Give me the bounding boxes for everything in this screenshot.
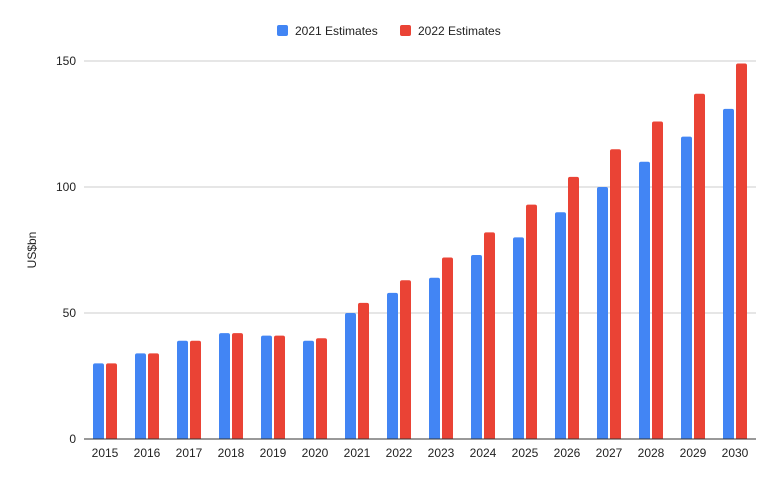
bar-series2-2017 (190, 340, 201, 439)
bars (93, 63, 747, 440)
x-tick-label: 2030 (722, 446, 749, 460)
x-tick-label: 2021 (344, 446, 371, 460)
bar-series2-2018 (232, 333, 243, 439)
bar-series1-2027 (597, 187, 608, 439)
bar-series2-2019 (274, 335, 285, 439)
bar-series1-2029 (681, 136, 692, 439)
x-tick-label: 2020 (302, 446, 329, 460)
y-tick-label: 50 (63, 306, 77, 320)
bar-series2-2028 (652, 121, 663, 439)
bar-series1-2015 (93, 363, 104, 439)
x-tick-label: 2023 (428, 446, 455, 460)
x-tick-label: 2015 (92, 446, 119, 460)
bar-series1-2025 (513, 237, 524, 439)
bar-series1-2024 (471, 255, 482, 439)
bar-series2-2027 (610, 149, 621, 439)
bar-series1-2018 (219, 333, 230, 439)
bar-series1-2028 (639, 161, 650, 440)
x-axis-ticks: 2015 2016 2017 2018 2019 2020 2021 2022 2023 2024… (92, 446, 749, 460)
bar-series2-2022 (400, 280, 411, 439)
legend-swatch (277, 25, 288, 36)
x-tick-label: 2018 (218, 446, 245, 460)
x-tick-label: 2019 (260, 446, 287, 460)
bar-series2-2020 (316, 338, 327, 439)
y-axis-title: US$bn (25, 232, 39, 269)
bar-series1-2022 (387, 292, 398, 439)
bar-series1-2026 (555, 212, 566, 439)
bar-series2-2016 (148, 353, 159, 439)
x-tick-label: 2029 (680, 446, 707, 460)
legend-label: 2021 Estimates (295, 24, 378, 38)
bar-series2-2015 (106, 363, 117, 439)
bar-series1-2016 (135, 353, 146, 439)
bar-series1-2020 (303, 340, 314, 439)
x-tick-label: 2027 (596, 446, 623, 460)
x-tick-label: 2028 (638, 446, 665, 460)
legend: 2021 Estimates 2022 Estimates (277, 24, 501, 38)
x-tick-label: 2025 (512, 446, 539, 460)
bar-series1-2030 (723, 108, 734, 439)
x-tick-label: 2026 (554, 446, 581, 460)
bar-series2-2030 (736, 63, 747, 440)
bar-series1-2019 (261, 335, 272, 439)
x-tick-label: 2024 (470, 446, 497, 460)
bar-series2-2024 (484, 232, 495, 439)
y-tick-label: 0 (69, 432, 76, 446)
x-tick-label: 2016 (134, 446, 161, 460)
legend-label: 2022 Estimates (418, 24, 501, 38)
y-axis-ticks: 0 50 100 150 (56, 54, 76, 446)
bar-series2-2021 (358, 302, 369, 439)
y-tick-label: 150 (56, 54, 76, 68)
legend-swatch (400, 25, 411, 36)
bar-series2-2025 (526, 204, 537, 439)
bar-series2-2023 (442, 257, 453, 439)
x-tick-label: 2017 (176, 446, 203, 460)
bar-series2-2029 (694, 93, 705, 439)
x-tick-label: 2022 (386, 446, 413, 460)
y-tick-label: 100 (56, 180, 76, 194)
bar-series2-2026 (568, 176, 579, 440)
bar-series1-2023 (429, 277, 440, 439)
bar-series1-2017 (177, 340, 188, 439)
bar-series1-2021 (345, 313, 356, 439)
